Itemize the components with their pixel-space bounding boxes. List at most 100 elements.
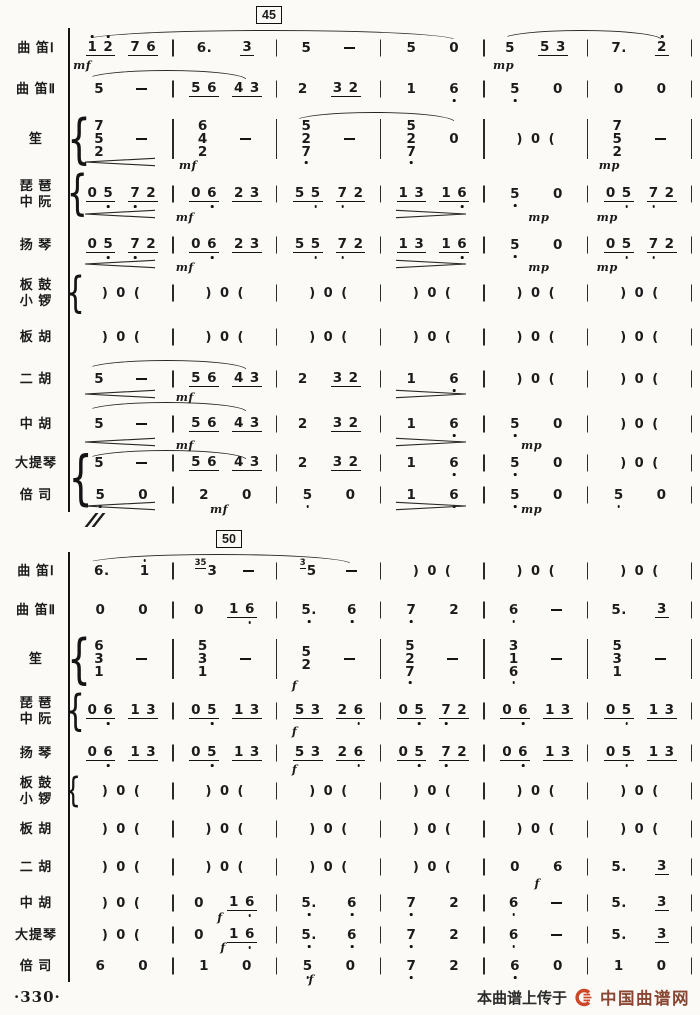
measure: 5. 6 [277,590,381,630]
beat: 6 [95,959,105,973]
note: 0 [95,602,106,618]
beat [134,657,149,661]
crescendo-hairpin [84,437,156,447]
crescendo-hairpin [84,389,156,399]
measure: ) 0 ( [70,886,174,920]
beat: 7 [406,959,416,979]
beat: ) 0 ( [620,285,661,301]
measure: 5 0 mp [485,478,589,515]
note: 0 [656,487,667,503]
beat: ) 0 ( [101,859,142,875]
note: 5 [622,703,632,725]
measure: 5 [70,400,174,448]
dynamic-marking: f [220,940,226,954]
note: 0 [138,487,149,503]
beat: 5. [301,896,317,916]
note: 6 [207,370,217,386]
measure: ) 0 ( [381,810,485,848]
dash-note [136,87,148,91]
beat: ) 0 ( [309,783,350,799]
note: 2 [348,80,359,96]
measure: 5 0 mp [485,168,589,223]
note: 5. [611,859,627,875]
beat: 6 [509,603,519,623]
note: 0 [605,744,616,760]
beat: 0 [553,238,563,252]
beat: 1 [406,417,416,431]
note: 6 [449,82,459,102]
note: 6 [457,237,467,259]
rehearsal-mark: 45 [256,6,282,24]
beat: ) 0 ( [205,821,246,837]
note: 5 [414,745,424,767]
beat: ) 0 ( [516,371,557,387]
measure: 7 5 2 mp [588,110,692,171]
measure: ) 0 ( [277,316,381,358]
beat: 7 [406,603,416,623]
measure: 5 [70,358,174,400]
note: 1 [130,702,141,718]
beat [342,657,357,661]
measure: 5 5 3 mp [485,28,589,71]
note: 5 [311,237,321,259]
beat: 5 [614,488,624,508]
note: 0 [138,602,149,618]
beat: 2 [449,603,459,617]
notes-area: 5 5 6 4 3 mf 2 3 2 1 6 5 0 mp) 0 ( [68,400,692,451]
note: 1 [406,81,417,97]
group-brace: { [67,107,91,170]
measure: ) 0 ( [381,552,485,590]
note: 2 [348,415,359,431]
measure: 5 0 mp [485,220,589,273]
beat [549,608,564,612]
note: 1 [648,744,659,760]
beat: ) 0 ( [309,329,350,345]
instrument-row-qudi2: 曲 笛Ⅱ 0 0 0 1 6 5. 6 7 2 6 5. 3 [4,590,692,630]
note: 5 [510,456,520,476]
beat: 0 [553,488,563,502]
note: 7 [130,39,141,55]
note: 6 [94,637,105,654]
note: 5. [611,927,627,943]
note: 7 [338,237,348,259]
note: 7 [406,145,416,164]
notes-area: 1 2 7 6 mf 6. 3 5 5 0 5 5 3 mp 7. 2 [68,28,692,71]
beat: ) 0 ( [516,131,557,147]
note: 7 [441,703,451,725]
dash-note [447,657,459,661]
instrument-row-yangqin: 扬 琴 0 5 7 2 0 6 2 3 mf 5 5 7 2 1 3 1 6 5 0 mp 0 5 7 2 mp [4,220,692,273]
crescendo-hairpin [84,209,156,219]
beat: ) 0 ( [516,783,557,799]
note: 5 [95,488,105,508]
beat: 7 [406,896,416,916]
